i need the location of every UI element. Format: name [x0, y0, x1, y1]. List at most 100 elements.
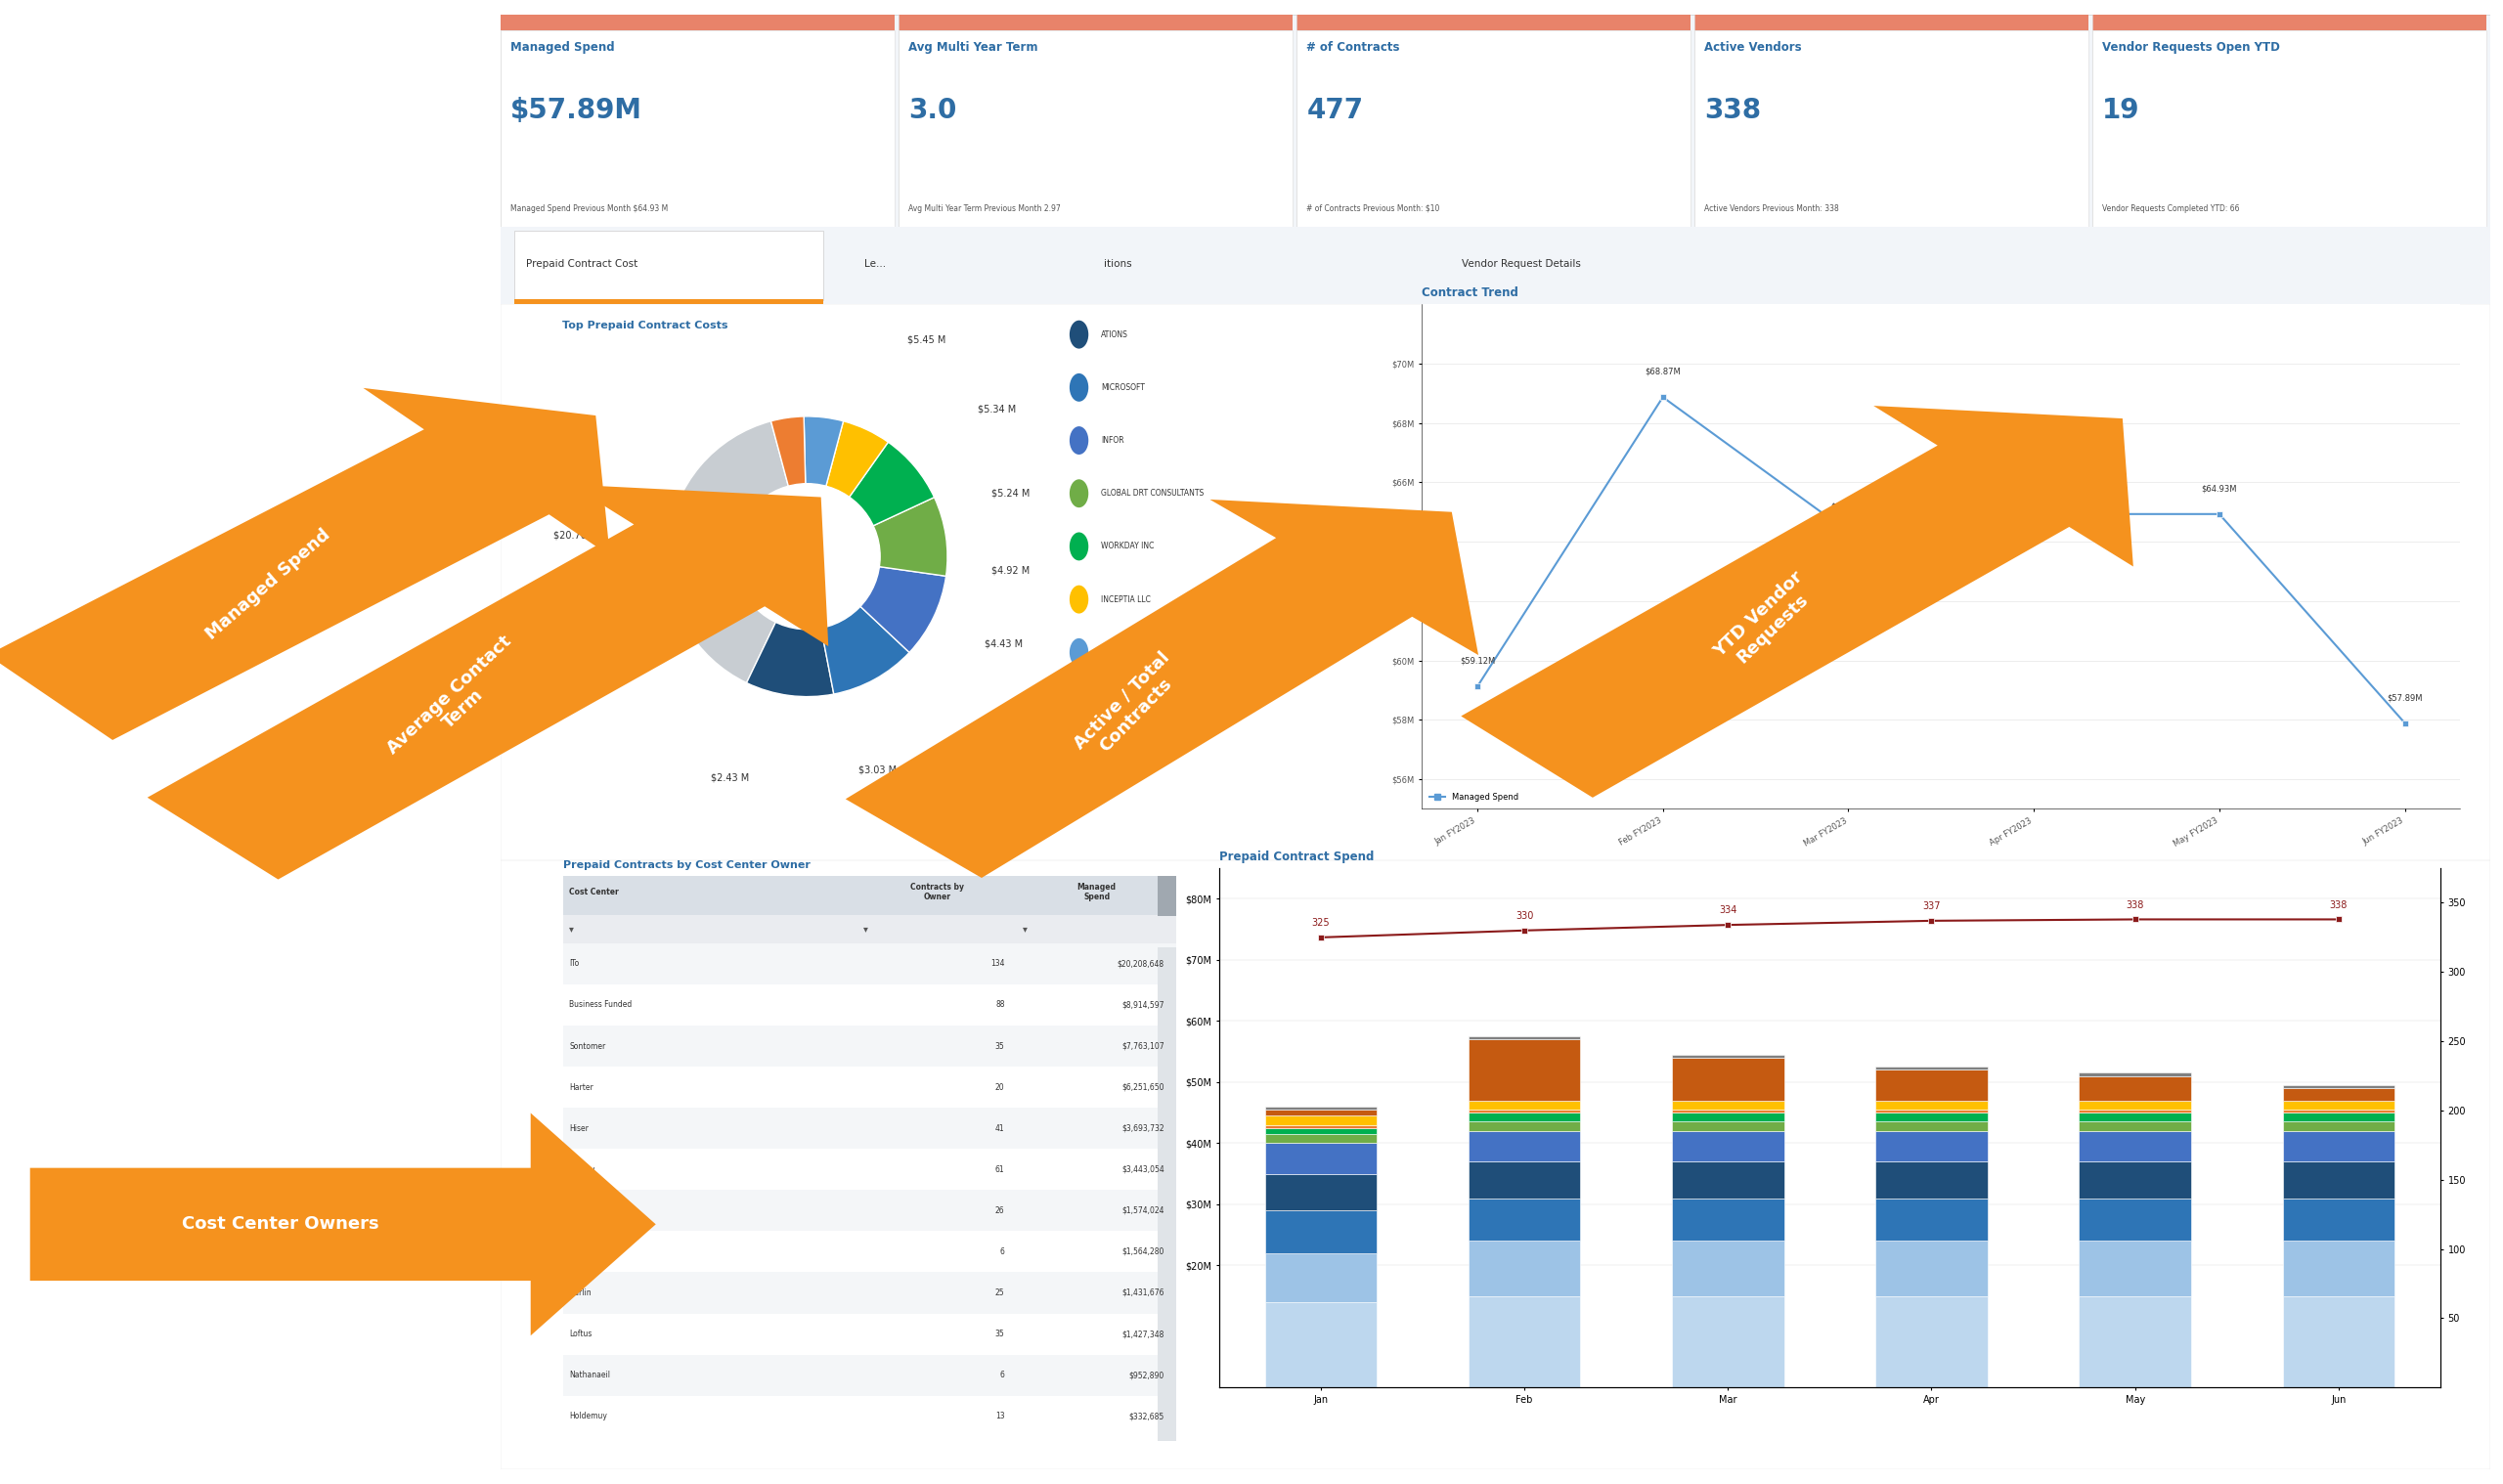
- Circle shape: [1069, 374, 1089, 402]
- Wedge shape: [806, 442, 934, 556]
- Wedge shape: [806, 556, 946, 653]
- Text: Bernard: Bernard: [568, 1248, 598, 1255]
- Bar: [899, 15, 1292, 30]
- Bar: [1672, 1241, 1785, 1296]
- Bar: [1469, 1036, 1579, 1039]
- Text: 6: 6: [999, 1371, 1004, 1380]
- Text: Burlin: Burlin: [568, 1288, 591, 1297]
- Wedge shape: [806, 556, 909, 695]
- Text: WORKDAY INC: WORKDAY INC: [1101, 542, 1154, 551]
- Text: ▾: ▾: [864, 925, 869, 933]
- Bar: [2080, 1076, 2190, 1100]
- Text: $7,763,107: $7,763,107: [1121, 1042, 1164, 1051]
- Bar: [563, 1232, 1176, 1272]
- Text: Loftus: Loftus: [568, 1330, 593, 1339]
- Text: Prepaid Contracts by Cost Center Owner: Prepaid Contracts by Cost Center Owner: [563, 861, 811, 870]
- Text: INCEPTIA LLC: INCEPTIA LLC: [1101, 595, 1151, 604]
- Text: 41: 41: [996, 1123, 1004, 1132]
- Bar: [1264, 1211, 1377, 1252]
- Bar: [2080, 1073, 2190, 1076]
- Bar: [563, 871, 1176, 916]
- Bar: [1695, 15, 2088, 30]
- Text: $3.03 M: $3.03 M: [859, 764, 896, 775]
- Bar: [899, 30, 1292, 230]
- Text: $4.92 M: $4.92 M: [991, 565, 1029, 576]
- Text: $20,208,648: $20,208,648: [1116, 959, 1164, 968]
- Bar: [1672, 1100, 1785, 1110]
- Text: Avg Multi Year Term Previous Month 2.97: Avg Multi Year Term Previous Month 2.97: [909, 203, 1061, 212]
- Bar: [1264, 1128, 1377, 1134]
- Bar: [2283, 1113, 2395, 1122]
- Bar: [2080, 1110, 2190, 1113]
- Bar: [1875, 1110, 1987, 1113]
- Text: 338: 338: [2125, 899, 2145, 910]
- Bar: [1672, 1131, 1785, 1162]
- Bar: [1875, 1296, 1987, 1388]
- Polygon shape: [846, 500, 1479, 879]
- Text: Contract Trend: Contract Trend: [1422, 286, 1519, 298]
- Circle shape: [1069, 426, 1089, 454]
- Bar: [1672, 1110, 1785, 1113]
- Text: $5.34 M: $5.34 M: [976, 405, 1016, 414]
- Bar: [563, 944, 1176, 984]
- Wedge shape: [771, 417, 806, 556]
- Text: Prepaid Contract Cost: Prepaid Contract Cost: [526, 260, 638, 269]
- Bar: [1875, 1162, 1987, 1198]
- Circle shape: [1069, 638, 1089, 666]
- Bar: [1875, 1113, 1987, 1122]
- Bar: [2080, 1241, 2190, 1296]
- Text: Nathanaeil: Nathanaeil: [568, 1371, 611, 1380]
- Text: 13: 13: [996, 1411, 1004, 1420]
- Bar: [563, 1272, 1176, 1313]
- Text: Le...: Le...: [864, 260, 886, 269]
- Bar: [1875, 1067, 1987, 1070]
- Bar: [1672, 1055, 1785, 1058]
- Bar: [1672, 1058, 1785, 1100]
- Polygon shape: [1462, 405, 2133, 797]
- Bar: [1672, 1296, 1785, 1388]
- Text: 338: 338: [2330, 899, 2348, 910]
- Circle shape: [1069, 479, 1089, 508]
- Bar: [1469, 1296, 1579, 1388]
- Bar: [1875, 1122, 1987, 1131]
- Bar: [2283, 1131, 2395, 1162]
- Bar: [1469, 1100, 1579, 1110]
- Text: $20.76 M: $20.76 M: [553, 531, 598, 540]
- Bar: [2283, 1296, 2395, 1388]
- Circle shape: [1069, 743, 1089, 773]
- Bar: [1159, 870, 1176, 916]
- Bar: [1469, 1110, 1579, 1113]
- Wedge shape: [803, 417, 844, 556]
- Bar: [2080, 1296, 2190, 1388]
- Bar: [1672, 1122, 1785, 1131]
- Bar: [1672, 1162, 1785, 1198]
- Text: $6,251,650: $6,251,650: [1121, 1083, 1164, 1092]
- Text: 26: 26: [996, 1206, 1004, 1215]
- Text: Jeff Christophier: Jeff Christophier: [568, 1206, 631, 1215]
- Text: 35: 35: [996, 1042, 1004, 1051]
- Bar: [563, 1355, 1176, 1396]
- Text: INFOR: INFOR: [1101, 436, 1124, 445]
- Bar: [563, 1396, 1176, 1437]
- Text: 337: 337: [1922, 901, 1940, 911]
- Bar: [1264, 1174, 1377, 1211]
- Text: 338: 338: [1705, 96, 1762, 125]
- Text: Hiser: Hiser: [568, 1123, 588, 1132]
- Text: Active / Total
Contracts: Active / Total Contracts: [1071, 649, 1186, 767]
- Text: Active Vendors: Active Vendors: [1705, 40, 1802, 53]
- Text: Vendor Requests Open YTD: Vendor Requests Open YTD: [2103, 40, 2280, 53]
- Bar: [563, 1025, 1176, 1067]
- Circle shape: [1069, 585, 1089, 613]
- Bar: [1469, 1113, 1579, 1122]
- Text: Contracts by
Owner: Contracts by Owner: [911, 883, 964, 902]
- Text: Vendor Request Details: Vendor Request Details: [1462, 260, 1582, 269]
- Bar: [1469, 1198, 1579, 1241]
- Text: # of Contracts: # of Contracts: [1307, 40, 1399, 53]
- Text: Average Contact
Term: Average Contact Term: [383, 632, 528, 772]
- Bar: [1264, 1110, 1377, 1116]
- Bar: [563, 984, 1176, 1025]
- Wedge shape: [666, 421, 806, 683]
- Text: ITo: ITo: [568, 959, 578, 968]
- Text: $4.43 M: $4.43 M: [984, 638, 1024, 649]
- Bar: [563, 1190, 1176, 1232]
